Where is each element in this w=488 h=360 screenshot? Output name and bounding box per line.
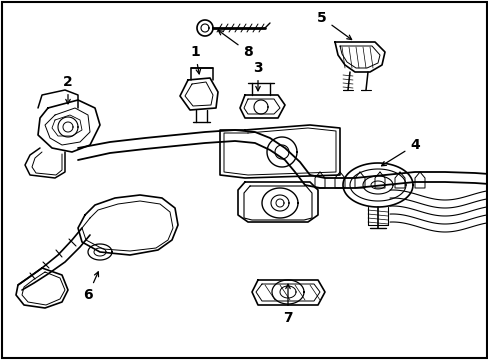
- Text: 2: 2: [63, 75, 73, 104]
- Text: 4: 4: [381, 138, 419, 166]
- Text: 5: 5: [317, 11, 351, 40]
- Text: 6: 6: [83, 272, 98, 302]
- Text: 1: 1: [190, 45, 200, 74]
- Text: 3: 3: [253, 61, 262, 91]
- Text: 7: 7: [283, 284, 292, 325]
- Text: 8: 8: [218, 31, 252, 59]
